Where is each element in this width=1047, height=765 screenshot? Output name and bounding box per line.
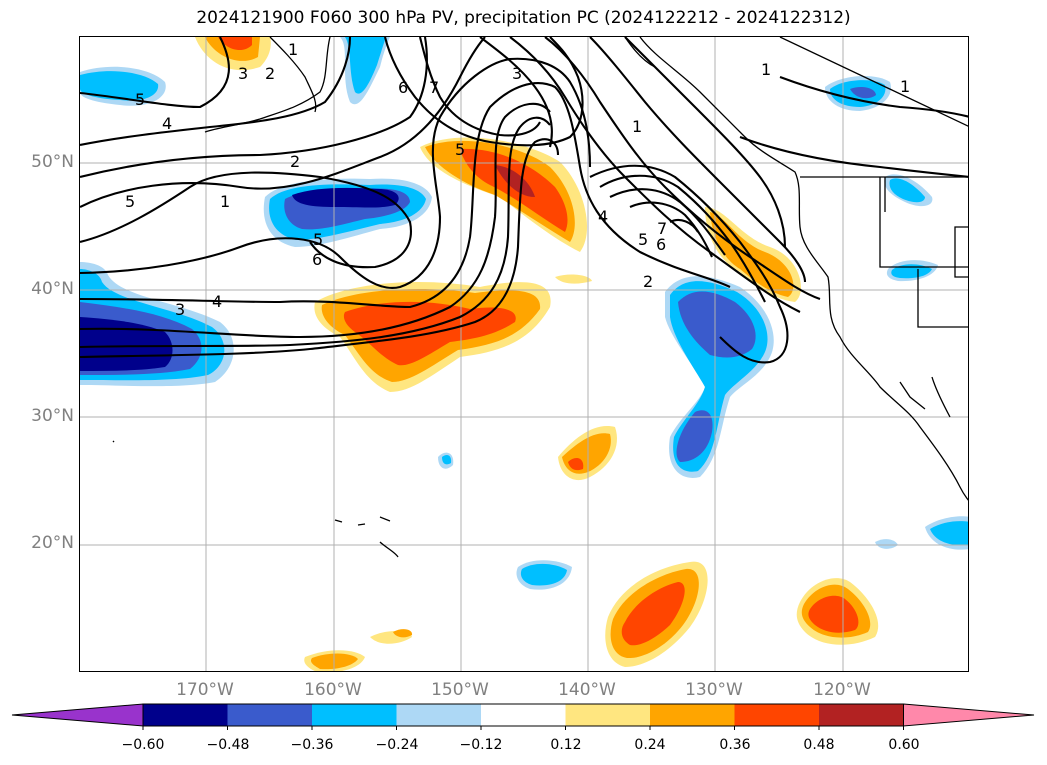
- colorbar-segment: [227, 704, 312, 726]
- colorbar-tick: −0.12: [459, 737, 503, 753]
- contour-label: 4: [212, 292, 222, 311]
- colorbar-segment: [734, 704, 819, 726]
- colorbar-tick: 0.36: [719, 737, 751, 753]
- negative-precip-shading: [80, 37, 968, 590]
- positive-precip-shading: [195, 37, 879, 671]
- contour-label: 1: [900, 77, 910, 96]
- pv-contour-labels: 1 3 2 6 7 3 1 1 1 5 4 2 5 1 5 6 5 4 3 4 …: [125, 40, 910, 319]
- lon-label-130w: 130°W: [685, 680, 743, 700]
- contour-label: 1: [220, 192, 230, 211]
- contour-label: 2: [643, 272, 653, 291]
- contour-label: 5: [135, 90, 145, 109]
- colorbar-tick: −0.24: [375, 737, 419, 753]
- contour-label: 4: [162, 114, 172, 133]
- contour-label: 1: [632, 117, 642, 136]
- colorbar-tick: 0.24: [634, 737, 666, 753]
- contour-label: 3: [238, 64, 248, 83]
- lat-label-20n: 20°N: [31, 533, 74, 553]
- lat-label-30n: 30°N: [31, 406, 74, 426]
- colorbar-tick: −0.48: [206, 737, 250, 753]
- colorbar-segments: [11, 703, 1035, 730]
- contour-label: 3: [512, 64, 522, 83]
- lat-label-40n: 40°N: [31, 279, 74, 299]
- contour-label: 1: [288, 40, 298, 59]
- lon-label-170w: 170°W: [176, 680, 234, 700]
- contour-label: 1: [761, 60, 771, 79]
- colorbar-extend-min: [11, 703, 144, 727]
- map-canvas: 1 3 2 6 7 3 1 1 1 5 4 2 5 1 5 6 5 4 3 4 …: [80, 37, 968, 671]
- contour-label: 4: [598, 207, 608, 226]
- colorbar-segment: [396, 704, 481, 726]
- contour-label: 3: [175, 300, 185, 319]
- colorbar-tick: 0.60: [888, 737, 920, 753]
- lon-label-120w: 120°W: [813, 680, 871, 700]
- colorbar-segment: [312, 704, 397, 726]
- contour-label: 5: [638, 230, 648, 249]
- contour-label: 2: [290, 152, 300, 171]
- contour-label: 6: [312, 250, 322, 269]
- colorbar-segment: [481, 704, 566, 726]
- lat-label-50n: 50°N: [31, 152, 74, 172]
- colorbar-frame: [142, 703, 904, 727]
- contour-label: 6: [398, 78, 408, 97]
- coastlines: [112, 37, 968, 558]
- pv-contours: [80, 37, 968, 364]
- colorbar: [11, 703, 1035, 730]
- contour-label: 7: [657, 219, 667, 238]
- colorbar-tick: −0.36: [290, 737, 334, 753]
- map-panel: 1 3 2 6 7 3 1 1 1 5 4 2 5 1 5 6 5 4 3 4 …: [79, 36, 969, 672]
- colorbar-segment: [143, 704, 228, 726]
- figure-title: 2024121900 F060 300 hPa PV, precipitatio…: [196, 8, 851, 28]
- contour-label: 5: [125, 192, 135, 211]
- colorbar-segment: [565, 704, 650, 726]
- colorbar-segment: [819, 704, 904, 726]
- colorbar-segment: [650, 704, 735, 726]
- contour-label: 5: [313, 230, 323, 249]
- colorbar-tick: 0.48: [803, 737, 835, 753]
- colorbar-tick: −0.60: [121, 737, 165, 753]
- contour-label: 6: [656, 235, 666, 254]
- colorbar-tick: 0.12: [550, 737, 582, 753]
- contour-label: 2: [265, 64, 275, 83]
- lon-label-150w: 150°W: [431, 680, 489, 700]
- contour-label: 5: [455, 140, 465, 159]
- colorbar-extend-max: [903, 703, 1035, 727]
- lon-label-160w: 160°W: [304, 680, 362, 700]
- contour-label: 7: [429, 78, 439, 97]
- lon-label-140w: 140°W: [558, 680, 616, 700]
